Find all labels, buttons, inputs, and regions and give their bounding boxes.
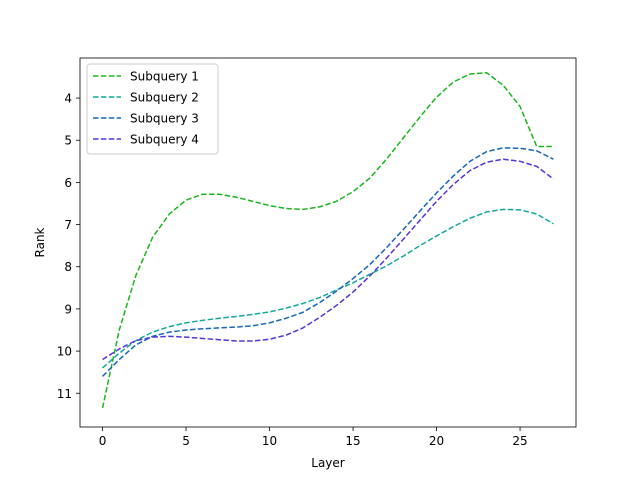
x-tick-label: 20 <box>429 434 444 448</box>
x-tick-label: 0 <box>99 434 107 448</box>
y-tick-label: 10 <box>57 345 72 359</box>
x-tick-label: 5 <box>182 434 190 448</box>
legend: Subquery 1 Subquery 2 Subquery 3 Subquery 4 <box>86 63 219 155</box>
y-tick-label: 5 <box>64 134 72 148</box>
y-tick-label: 8 <box>64 260 72 274</box>
y-tick-label: 7 <box>64 218 72 232</box>
legend-label-1: Subquery 1 <box>130 70 199 84</box>
axes: 0 5 10 15 20 25 4 5 6 7 8 9 10 11 <box>57 92 528 448</box>
series-line-2 <box>102 208 554 369</box>
y-tick-label: 11 <box>57 387 72 401</box>
series-line-1 <box>101 72 554 409</box>
series-lines <box>101 72 554 409</box>
y-tick-label: 9 <box>64 302 72 316</box>
x-tick-label: 25 <box>512 434 527 448</box>
series-line-3 <box>102 147 554 377</box>
legend-label-4: Subquery 4 <box>130 133 199 147</box>
y-tick-label: 4 <box>64 92 72 106</box>
x-tick-label: 10 <box>262 434 277 448</box>
plot-frame <box>79 57 577 428</box>
y-tick-label: 6 <box>64 176 72 190</box>
y-axis-label: Rank <box>33 227 47 257</box>
legend-label-2: Subquery 2 <box>130 91 199 105</box>
series-line-4 <box>102 158 554 361</box>
legend-label-3: Subquery 3 <box>130 112 199 126</box>
legend-box <box>86 63 219 155</box>
x-tick-label: 15 <box>345 434 360 448</box>
x-axis-label: Layer <box>311 456 345 470</box>
